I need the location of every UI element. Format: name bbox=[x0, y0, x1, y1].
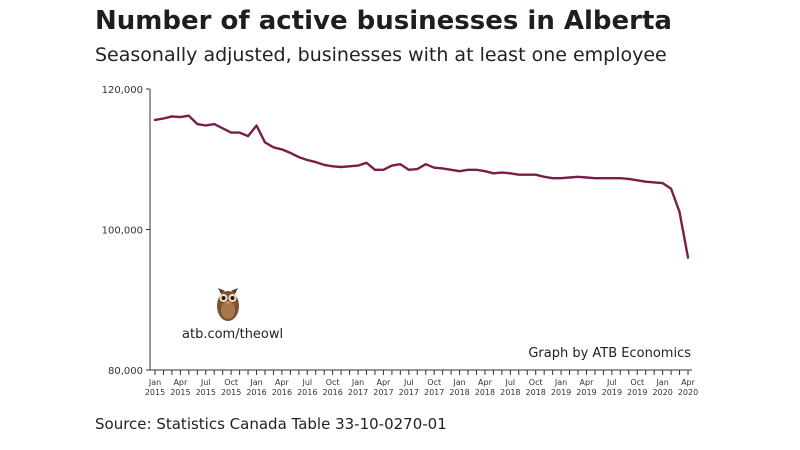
x-tick-month: Oct bbox=[427, 378, 441, 387]
y-tick-label: 100,000 bbox=[102, 226, 143, 237]
x-tick-month: Apr bbox=[275, 378, 290, 387]
chart-credit: Graph by ATB Economics bbox=[528, 346, 691, 361]
x-tick-month: Jan bbox=[655, 378, 668, 387]
y-tick-label: 80,000 bbox=[108, 366, 143, 377]
x-tick-month: Jul bbox=[606, 378, 617, 387]
x-tick-year: 2016 bbox=[246, 388, 266, 397]
x-tick-year: 2018 bbox=[526, 388, 546, 397]
x-tick-year: 2017 bbox=[424, 388, 444, 397]
x-tick-month: Apr bbox=[681, 378, 696, 387]
x-tick-month: Jul bbox=[301, 378, 312, 387]
source-note: Source: Statistics Canada Table 33-10-02… bbox=[95, 415, 447, 433]
x-tick-year: 2019 bbox=[602, 388, 622, 397]
x-tick-year: 2015 bbox=[196, 388, 216, 397]
chart-subtitle: Seasonally adjusted, businesses with at … bbox=[95, 44, 667, 66]
watermark-text: atb.com/theowl bbox=[182, 327, 283, 342]
x-tick-month: Apr bbox=[377, 378, 392, 387]
x-tick-month: Jan bbox=[249, 378, 262, 387]
x-tick-year: 2019 bbox=[551, 388, 571, 397]
x-axis: Jan2015Apr2015Jul2015Oct2015Jan2016Apr20… bbox=[145, 369, 698, 397]
x-tick-year: 2017 bbox=[373, 388, 393, 397]
x-tick-month: Oct bbox=[630, 378, 644, 387]
x-tick-month: Apr bbox=[478, 378, 493, 387]
x-tick-month: Jan bbox=[148, 378, 161, 387]
x-tick-year: 2016 bbox=[272, 388, 292, 397]
x-tick-month: Jul bbox=[505, 378, 516, 387]
x-tick-year: 2019 bbox=[627, 388, 647, 397]
x-tick-year: 2020 bbox=[652, 388, 672, 397]
x-tick-month: Apr bbox=[173, 378, 188, 387]
x-tick-month: Oct bbox=[529, 378, 543, 387]
y-tick-label: 120,000 bbox=[102, 85, 143, 96]
x-tick-year: 2019 bbox=[576, 388, 596, 397]
x-tick-month: Jan bbox=[452, 378, 465, 387]
x-tick-year: 2018 bbox=[500, 388, 520, 397]
x-tick-month: Jul bbox=[403, 378, 414, 387]
x-tick-year: 2016 bbox=[322, 388, 342, 397]
x-tick-month: Jan bbox=[351, 378, 364, 387]
x-tick-year: 2016 bbox=[297, 388, 317, 397]
x-tick-year: 2017 bbox=[399, 388, 419, 397]
x-tick-year: 2015 bbox=[170, 388, 190, 397]
x-tick-year: 2018 bbox=[475, 388, 495, 397]
x-tick-month: Oct bbox=[326, 378, 340, 387]
x-tick-year: 2018 bbox=[449, 388, 469, 397]
x-tick-year: 2020 bbox=[678, 388, 698, 397]
series-layer bbox=[153, 114, 690, 259]
chart-title: Number of active businesses in Alberta bbox=[95, 6, 672, 36]
x-tick-month: Jul bbox=[200, 378, 211, 387]
y-axis: 120,000 100,000 80,000 bbox=[102, 85, 151, 377]
x-tick-month: Jan bbox=[554, 378, 567, 387]
x-tick-year: 2015 bbox=[221, 388, 241, 397]
x-tick-year: 2015 bbox=[145, 388, 165, 397]
owl-icon bbox=[217, 288, 239, 321]
x-tick-year: 2017 bbox=[348, 388, 368, 397]
x-tick-month: Apr bbox=[580, 378, 595, 387]
series-line bbox=[153, 114, 690, 259]
x-tick-month: Oct bbox=[224, 378, 238, 387]
